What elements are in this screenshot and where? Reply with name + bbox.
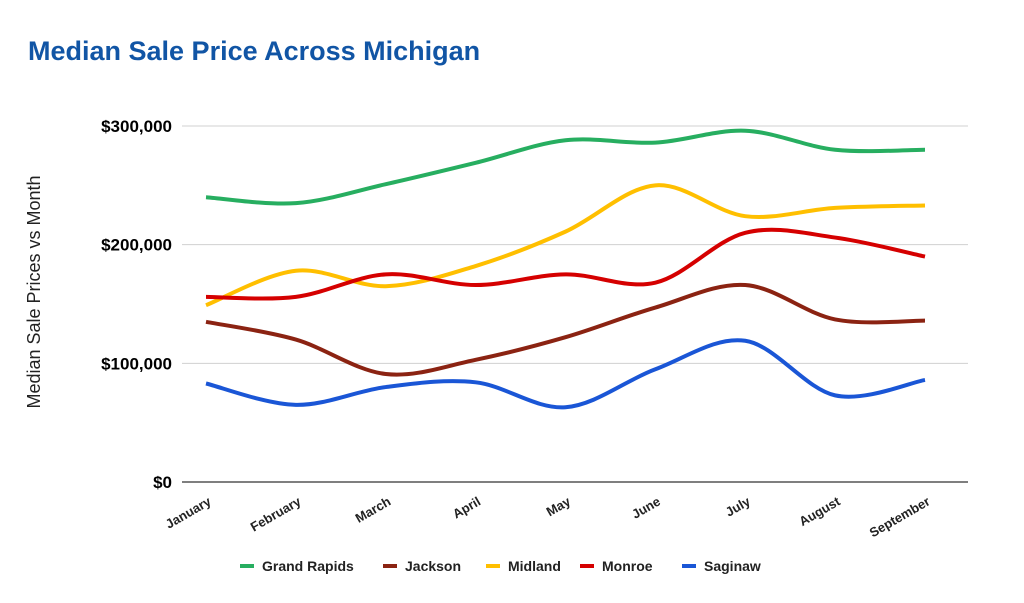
x-tick-label: September [867,494,933,541]
series-line-saginaw [205,338,926,410]
legend-label: Midland [508,558,561,574]
y-tick-label: $100,000 [101,354,172,373]
chart-title: Median Sale Price Across Michigan [28,36,481,66]
x-tick-label: March [353,494,394,526]
legend-item[interactable]: Saginaw [682,558,761,574]
legend-label: Jackson [405,558,461,574]
legend-item[interactable]: Grand Rapids [240,558,354,574]
x-tick-label: June [629,494,663,522]
series-line-midland [205,183,926,308]
x-tick-label: February [248,493,304,534]
y-tick-label: $300,000 [101,117,172,136]
series-line-monroe [205,227,926,301]
legend-label: Monroe [602,558,653,574]
x-tick-label: January [163,493,214,531]
legend-item[interactable]: Monroe [580,558,653,574]
legend-item[interactable]: Midland [486,558,561,574]
y-tick-label: $200,000 [101,236,172,255]
legend-label: Saginaw [704,558,761,574]
x-tick-label: August [796,493,843,529]
x-tick-label: April [450,494,483,522]
legend-item[interactable]: Jackson [383,558,461,574]
y-axis-label: Median Sale Prices vs Month [24,175,44,408]
y-tick-label: $0 [153,473,172,492]
x-tick-label: May [544,493,574,519]
x-tick-label: July [723,493,754,519]
legend-label: Grand Rapids [262,558,354,574]
series-line-jackson [205,282,926,377]
series-line-grand-rapids [205,128,926,206]
